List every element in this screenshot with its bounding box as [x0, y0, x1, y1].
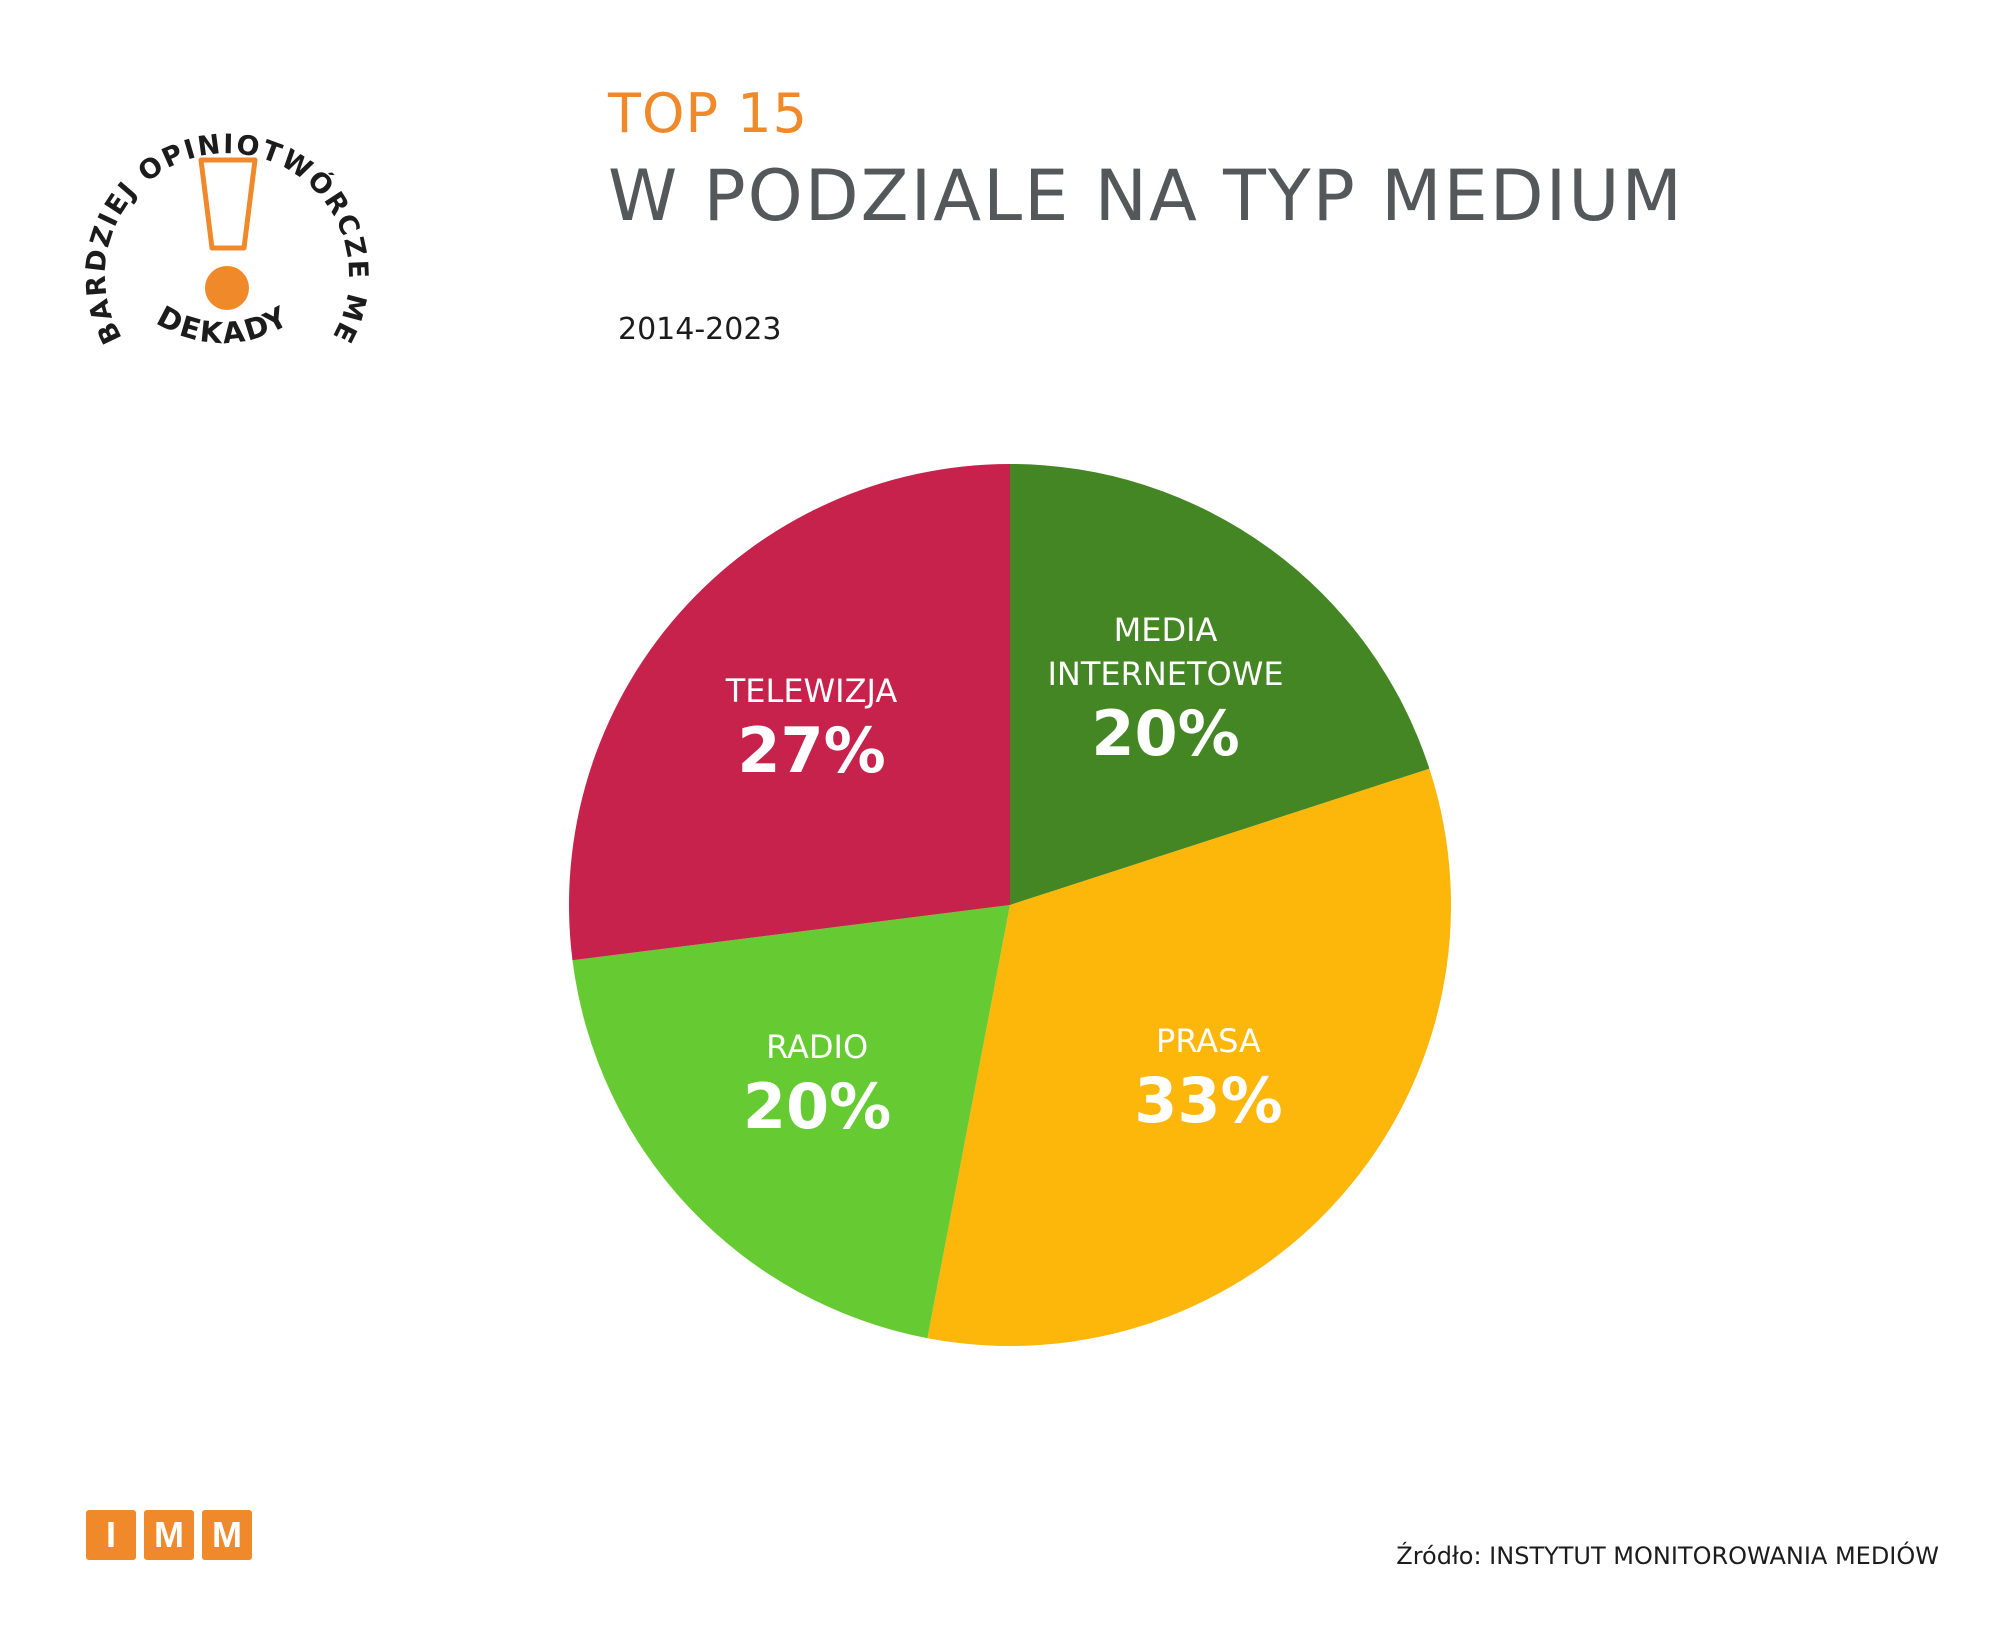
slice-label: TELEWIZJA [725, 672, 898, 710]
page-title: W PODZIALE NA TYP MEDIUM [608, 155, 1684, 237]
slice-label: PRASA [1156, 1022, 1261, 1060]
logo-letter: M [202, 1510, 252, 1560]
pie-slice-prasa [927, 768, 1451, 1346]
header: TOP 15 W PODZIALE NA TYP MEDIUM [608, 82, 1684, 240]
badge-logo: NAJBARDZIEJ OPINIOTWÓRCZE MEDIA DEKADY [46, 54, 388, 408]
slice-value-label: 33% [1134, 1064, 1282, 1137]
exclamation-dot [205, 266, 249, 310]
pie-slice-radio [572, 905, 1010, 1339]
source-label: Źródło: INSTYTUT MONITOROWANIA MEDIÓW [1396, 1542, 1939, 1570]
slice-value-label: 20% [743, 1070, 891, 1143]
imm-logo: I M M [86, 1510, 252, 1560]
slice-value-label: 27% [737, 714, 885, 787]
slice-label: INTERNETOWE [1047, 655, 1283, 693]
exclamation-icon [198, 157, 258, 251]
slice-label: MEDIA [1114, 611, 1218, 649]
logo-letter: M [144, 1510, 194, 1560]
pie-slice-telewizja [569, 464, 1010, 961]
slice-value-label: 20% [1091, 697, 1239, 770]
slice-label: RADIO [766, 1028, 868, 1066]
pie-chart: MEDIA INTERNETOWE 20% PRASA 33% RADIO 20% TELEW… [569, 464, 1451, 1346]
header-kicker: TOP 15 [608, 82, 808, 145]
logo-letter: I [86, 1510, 136, 1560]
pie-slice-media-internetowe [1010, 464, 1430, 905]
period-label: 2014-2023 [618, 312, 782, 347]
badge-arc-text: NAJBARDZIEJ OPINIOTWÓRCZE MEDIA [58, 78, 373, 349]
